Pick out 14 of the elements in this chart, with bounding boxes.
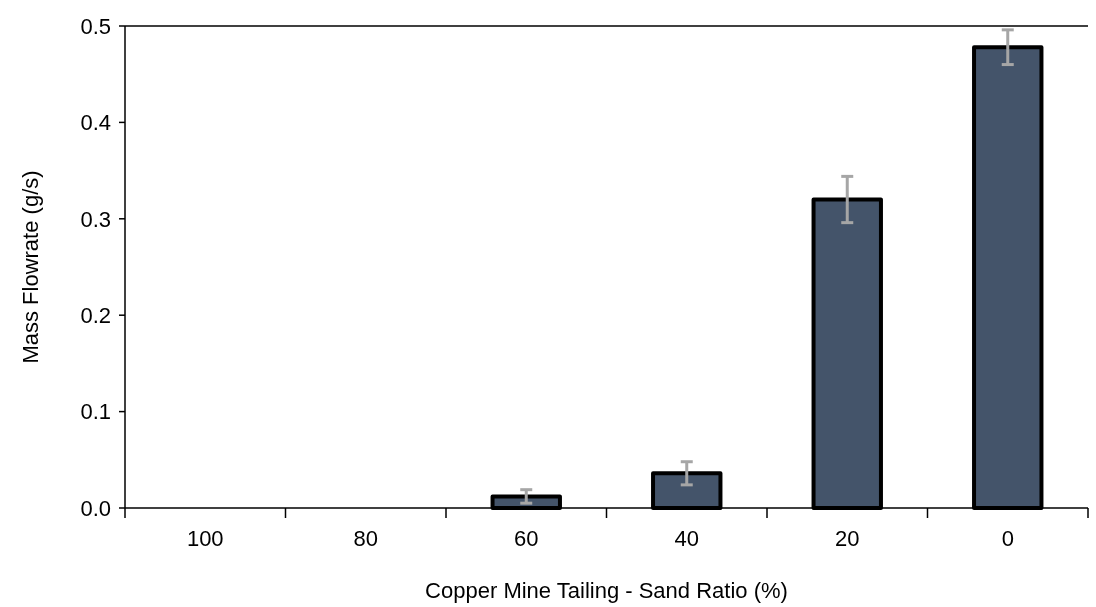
y-tick-label: 0.4 <box>80 110 111 136</box>
x-tick-label: 100 <box>186 526 224 551</box>
x-tick-label: 20 <box>835 526 860 551</box>
y-tick-label: 0.5 <box>80 13 111 39</box>
x-tick-label: 80 <box>353 526 378 551</box>
x-tick-label: 40 <box>674 526 699 551</box>
x-tick-label: 60 <box>514 526 539 551</box>
y-axis-title: Mass Flowrate (g/s) <box>18 170 43 364</box>
x-tick-label: 0 <box>1001 526 1014 551</box>
y-tick-label: 0.2 <box>80 302 111 328</box>
y-tick-label: 0.3 <box>80 206 111 232</box>
y-tick-label: 0.0 <box>80 495 111 521</box>
y-tick-label: 0.1 <box>80 399 111 425</box>
x-axis-title: Copper Mine Tailing - Sand Ratio (%) <box>425 578 788 603</box>
